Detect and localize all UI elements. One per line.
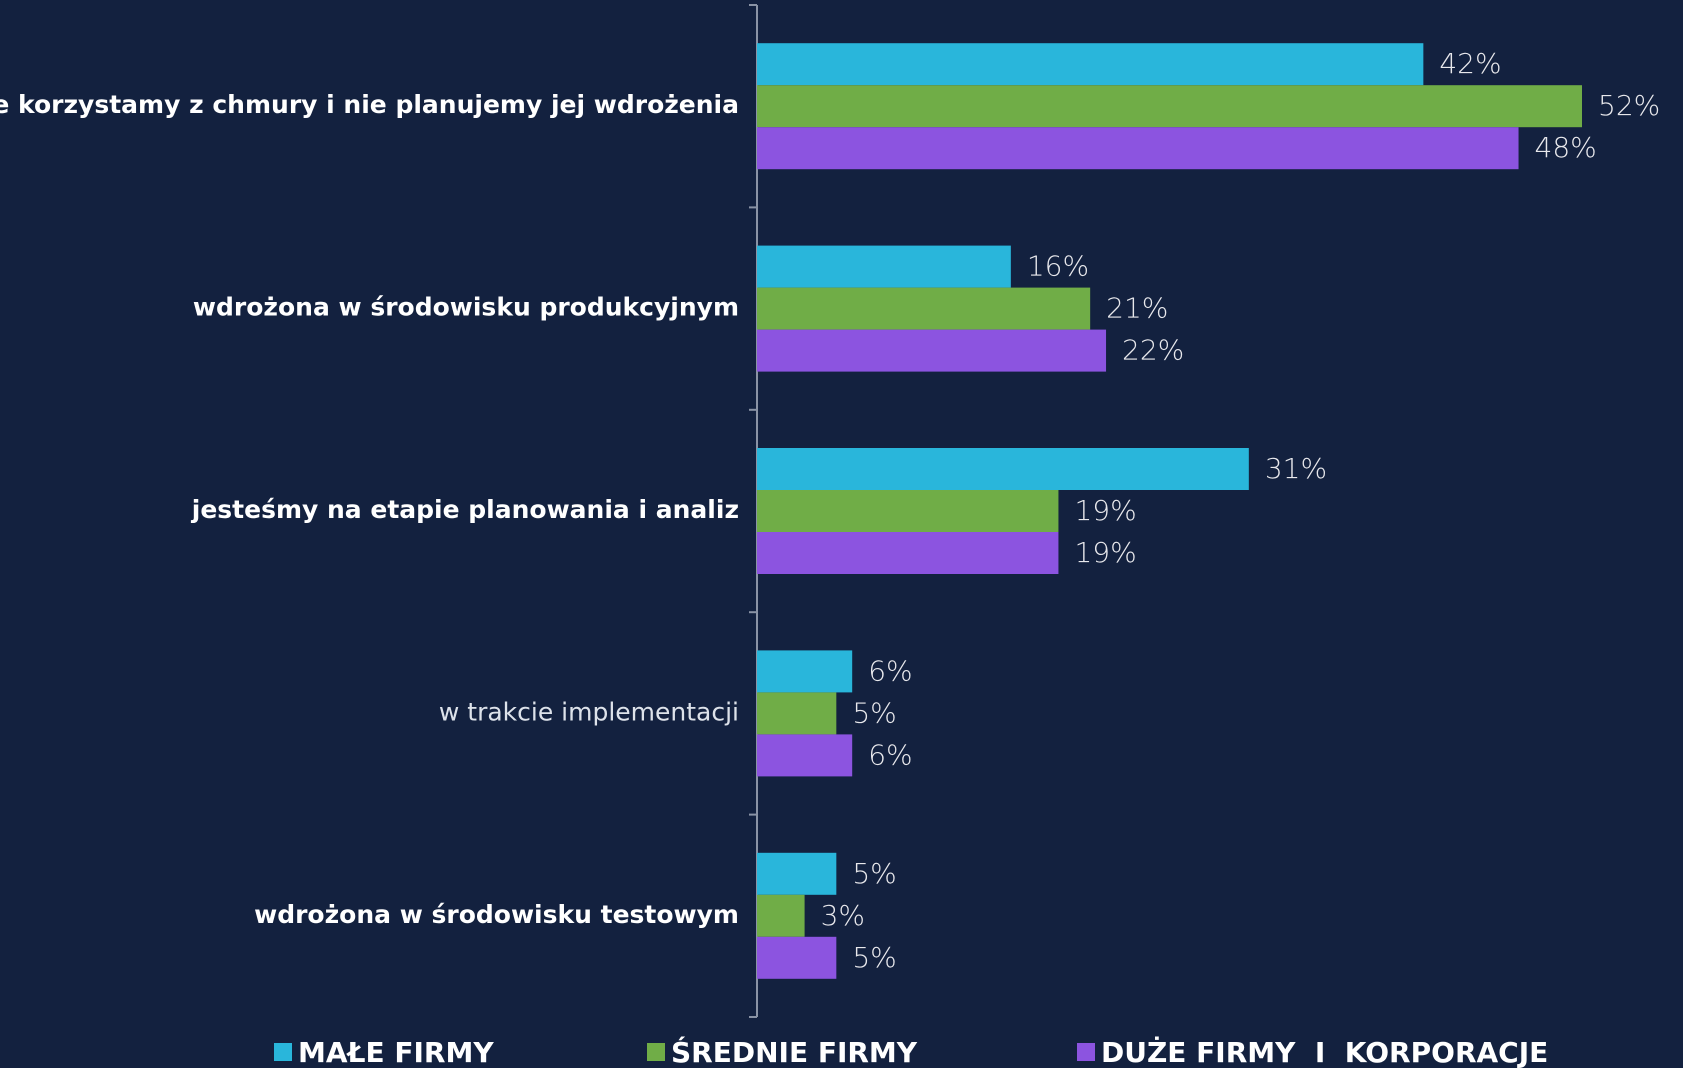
value-label: 19% [1074, 536, 1136, 569]
legend-label: MAŁE FIRMY [298, 1036, 494, 1068]
bar [757, 287, 1091, 330]
value-label: 52% [1598, 89, 1660, 122]
bar [757, 127, 1519, 170]
legend-swatch [647, 1043, 665, 1061]
bar [757, 490, 1059, 532]
bar [757, 85, 1582, 128]
bar [757, 43, 1424, 86]
value-label: 21% [1106, 292, 1168, 325]
value-label: 48% [1535, 131, 1597, 164]
value-label: 31% [1265, 452, 1327, 485]
value-label: 6% [868, 738, 912, 771]
bar [757, 734, 853, 777]
bar [757, 245, 1011, 288]
category-label: wdrożona w środowisku testowym [254, 900, 739, 929]
bar [757, 894, 805, 937]
value-label: 5% [852, 696, 896, 729]
category-label: jesteśmy na etapie planowania i analiz [191, 495, 739, 524]
bar [757, 936, 837, 979]
value-label: 22% [1122, 334, 1184, 367]
bar [757, 329, 1107, 372]
category-label: nie korzystamy z chmury i nie planujemy … [0, 90, 739, 119]
legend-swatch [1077, 1043, 1095, 1061]
bar [757, 448, 1249, 490]
value-label: 5% [852, 941, 896, 974]
category-label: wdrożona w środowisku produkcyjnym [193, 293, 739, 322]
legend-swatch [274, 1043, 292, 1061]
bar [757, 532, 1059, 574]
bar [757, 852, 837, 895]
legend-label: ŚREDNIE FIRMY [671, 1035, 918, 1068]
category-label: w trakcie implementacji [439, 697, 739, 726]
value-label: 3% [821, 899, 865, 932]
bar [757, 692, 837, 735]
value-label: 16% [1027, 250, 1089, 283]
value-label: 5% [852, 857, 896, 890]
legend-label: DUŻE FIRMY I KORPORACJE [1101, 1035, 1548, 1068]
bar [757, 650, 853, 693]
value-label: 6% [868, 654, 912, 687]
value-label: 19% [1074, 494, 1136, 527]
value-label: 42% [1439, 47, 1501, 80]
